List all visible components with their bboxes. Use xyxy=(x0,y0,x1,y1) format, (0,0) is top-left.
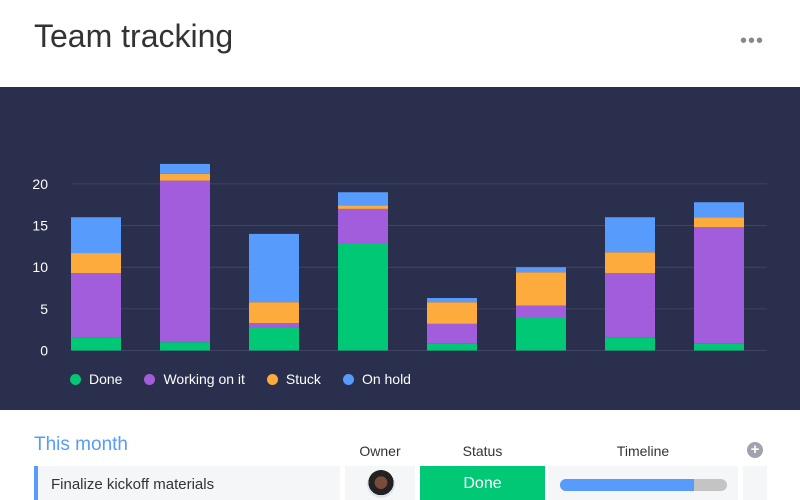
page-title: Team tracking xyxy=(34,18,234,54)
bar-segment-done[interactable] xyxy=(605,337,655,351)
legend-dot-icon xyxy=(342,374,354,385)
stacked-bar-chart: 0 5 10 15 20 xyxy=(32,163,767,359)
legend-label: On hold xyxy=(361,371,411,387)
y-tick-label: 15 xyxy=(32,218,48,234)
bar-segment-on-hold[interactable] xyxy=(249,233,299,303)
bar-segment-done[interactable] xyxy=(249,328,299,351)
bar-segment-done[interactable] xyxy=(160,342,210,351)
legend-item[interactable]: Done xyxy=(70,371,122,387)
bar-segment-stuck[interactable] xyxy=(160,173,210,181)
bar-segment-working-on-it[interactable] xyxy=(160,180,210,343)
legend-item[interactable]: On hold xyxy=(342,371,411,387)
bar-segment-stuck[interactable] xyxy=(427,302,477,324)
bar-segment-on-hold[interactable] xyxy=(605,217,655,253)
bar-segment-working-on-it[interactable] xyxy=(71,273,121,338)
item-name[interactable]: Finalize kickoff materials xyxy=(34,466,340,500)
bar-segment-done[interactable] xyxy=(694,343,744,351)
bar-segment-stuck[interactable] xyxy=(694,217,744,228)
y-tick-label: 0 xyxy=(40,343,48,359)
add-column-icon[interactable]: + xyxy=(747,442,763,458)
bar-segment-done[interactable] xyxy=(516,318,566,351)
legend-dot-icon xyxy=(144,374,156,385)
legend-label: Stuck xyxy=(285,371,321,387)
bar-segment-done[interactable] xyxy=(427,343,477,351)
chart-legend: Done Working on it Stuck On hold xyxy=(70,371,411,387)
chart-panel: 0 5 10 15 20 Done Working on it Stuck On hold xyxy=(0,87,800,410)
y-tick-label: 10 xyxy=(32,259,48,275)
extra-cell xyxy=(743,466,767,500)
legend-item[interactable]: Stuck xyxy=(266,371,321,387)
legend-dot-icon xyxy=(70,374,81,385)
bar-segment-stuck[interactable] xyxy=(605,252,655,274)
bar-segment-working-on-it[interactable] xyxy=(694,227,744,344)
column-header-owner[interactable]: Owner xyxy=(359,443,401,459)
avatar[interactable] xyxy=(367,470,395,498)
bar-segment-done[interactable] xyxy=(71,337,121,351)
bar-segment-working-on-it[interactable] xyxy=(338,208,388,244)
bar-segment-working-on-it[interactable] xyxy=(427,323,477,344)
bar-segment-on-hold[interactable] xyxy=(71,217,121,254)
bar-segment-working-on-it[interactable] xyxy=(516,305,566,319)
bar-segment-stuck[interactable] xyxy=(249,302,299,324)
y-tick-label: 5 xyxy=(40,301,48,317)
group-title[interactable]: This month xyxy=(34,434,128,455)
column-header-timeline[interactable]: Timeline xyxy=(616,443,670,459)
bar-segment-stuck[interactable] xyxy=(338,205,388,209)
legend-label: Done xyxy=(89,371,123,387)
bar-segment-on-hold[interactable] xyxy=(694,202,744,218)
bar-segment-on-hold[interactable] xyxy=(427,298,477,303)
column-header-status[interactable]: Status xyxy=(462,443,503,459)
bar-segment-stuck[interactable] xyxy=(516,272,566,306)
legend-label: Working on it xyxy=(163,371,245,387)
timeline-bar[interactable] xyxy=(560,479,727,491)
timeline-fill xyxy=(560,479,694,491)
legend-item[interactable]: Working on it xyxy=(144,371,245,387)
bar-segment-on-hold[interactable] xyxy=(338,192,388,206)
status-badge[interactable]: Done xyxy=(420,466,545,500)
bar-segment-on-hold[interactable] xyxy=(516,267,566,273)
y-tick-label: 20 xyxy=(32,176,48,192)
bar-segment-working-on-it[interactable] xyxy=(249,323,299,329)
bar-segment-stuck[interactable] xyxy=(71,253,121,274)
more-options-icon[interactable]: ••• xyxy=(740,30,765,52)
legend-dot-icon xyxy=(266,374,278,385)
bar-segment-working-on-it[interactable] xyxy=(605,273,655,338)
bar-segment-on-hold[interactable] xyxy=(160,163,210,174)
bar-segment-done[interactable] xyxy=(338,243,388,351)
